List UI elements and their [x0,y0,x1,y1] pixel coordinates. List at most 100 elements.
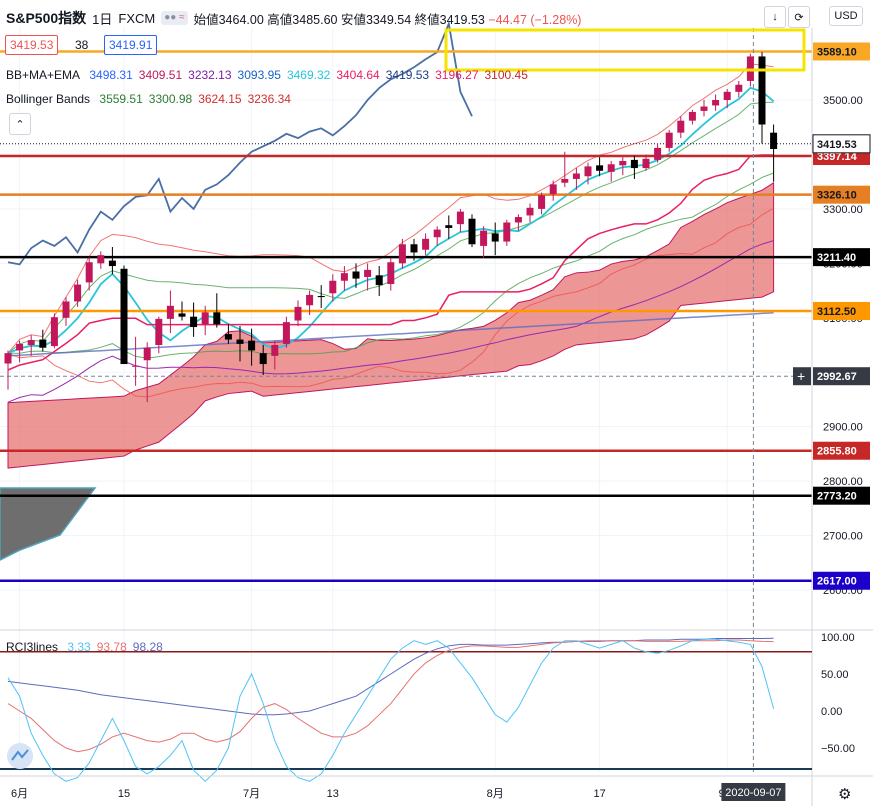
candle [445,225,453,228]
candle [317,296,325,298]
rci-tick-label: 100.00 [821,632,855,644]
row-bbma-value: 3232.13 [188,68,232,82]
candle [584,166,592,177]
chart-title: S&P500指数 1日 FXCM ●● ≈ 始値3464.00 高値3485.6… [6,8,581,28]
ohlc-readout: 始値3464.00 高値3485.60 安値3349.54 終値3419.53 … [193,12,582,27]
candle [526,207,534,216]
highlight-box [444,28,806,72]
download-arrow-icon[interactable]: ↓ [764,6,786,28]
bid-price-box[interactable]: 3419.53 [5,35,59,55]
candle [224,334,232,340]
row-rci-value: 98.28 [132,640,163,654]
candle [364,269,372,277]
price-tick-label: 3300.00 [823,204,863,216]
candle [271,345,279,356]
price-line-tag [813,185,870,204]
rci-tick-label: 0.00 [821,706,842,718]
indicator-bollinger-name: Bollinger Bands [6,92,91,106]
candle [201,312,209,325]
row-bb-value: 3236.34 [247,92,291,106]
price-line-tag-label: 2855.80 [817,446,857,458]
crosshair-date-tag [721,783,786,801]
candle [143,347,151,361]
candle [27,340,35,345]
crosshair-price-label: 2992.67 [817,371,857,383]
candle [619,160,627,166]
candle [712,100,720,106]
candle [178,313,186,317]
price-tick-label: 2900.00 [823,422,863,434]
indicator-rci-legend[interactable]: RCI3lines 3.33 93.78 98.28 [6,640,169,654]
candle [480,230,488,246]
candle [62,301,70,318]
spread-value: 38 [75,38,89,52]
time-tick-label: 6月 [11,788,28,800]
interval-label[interactable]: 1日 [92,11,113,27]
candle [735,84,743,92]
price-line-tag [813,42,870,61]
time-tick-label: 13 [327,788,339,800]
refresh-icon[interactable]: ⟳ [788,6,810,28]
price-tick-label: 3500.00 [823,95,863,107]
candle [39,339,47,348]
rci-mid-line [7,639,774,753]
candle [468,218,476,245]
symbol-name[interactable]: S&P500指数 [6,10,87,26]
candle [329,280,337,294]
candle [294,306,302,321]
candle [561,178,569,183]
ichimoku-cloud-dark [0,487,97,561]
price-line-tag-label: 3397.14 [817,151,858,163]
candle [387,262,395,285]
visibility-toggle-icon[interactable]: ●● ≈ [161,11,188,25]
bollinger-upper-line [7,63,774,354]
time-tick-label: 17 [593,788,605,800]
current-price-label: 3419.53 [817,139,857,151]
indicator-bollinger-legend[interactable]: Bollinger Bands 3559.51 3300.98 3624.15 323… [6,92,297,106]
bollinger-lower-line [7,207,774,398]
price-line-tag [813,486,870,505]
rci-tick-label: 50.00 [821,669,849,681]
candle [723,91,731,100]
candle [4,353,12,364]
candle [398,244,406,264]
price-line-tag-label: 3211.40 [817,252,856,264]
time-tick-label: 15 [118,788,130,800]
candle [596,165,604,171]
candle [50,317,58,347]
row-bbma-value: 3196.27 [435,68,479,82]
candle [259,353,267,365]
currency-button[interactable]: USD [829,6,863,26]
candle [422,238,430,250]
candle [120,268,128,365]
price-line-tag-label: 2773.20 [817,491,857,503]
row-bb-value: 3624.15 [198,92,242,106]
price-tick-label: 2800.00 [823,476,863,488]
row-bbma-value: 3404.64 [336,68,380,82]
tradingview-logo-mark [11,749,29,761]
indicator-bbma-legend[interactable]: BB+MA+EMA 3498.31 3409.51 3232.13 3093.95 34… [6,68,534,82]
candle [758,56,766,125]
candle [630,159,638,169]
ask-price-box[interactable]: 3419.91 [104,35,158,55]
price-tick-label: 2700.00 [823,531,863,543]
candle [166,305,174,319]
candle [213,312,221,325]
candle [572,173,580,179]
row-bbma-value: 3419.53 [385,68,430,82]
crosshair-date-label: 2020-09-07 [725,787,781,799]
crosshair-plus-glyph: + [797,368,805,384]
collapse-legend-chevron-icon[interactable]: ⌃ [9,113,31,135]
source-label: FXCM [118,10,156,26]
crosshair-plus-icon [793,367,811,386]
candle [677,120,685,133]
crosshair-price-tag [813,367,870,386]
price-line-tag-label: 2617.00 [817,576,857,588]
candle [97,255,105,264]
candle [352,271,360,279]
price-line-tag [813,441,870,460]
settings-gear-icon[interactable]: ⚙ [838,786,851,803]
chikou-span-line [7,20,473,266]
candle [514,217,522,223]
